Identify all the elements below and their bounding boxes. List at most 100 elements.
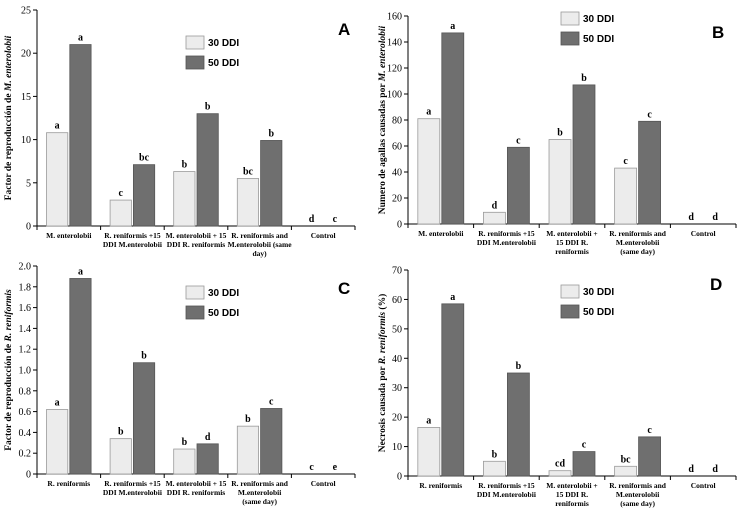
y-tick-label: 1.6 [19,303,32,314]
category-label-line: R. reniformis +15 [478,481,535,490]
bar-50ddi [132,164,156,227]
y-tick-label: 1.4 [19,324,32,335]
y-tick-label: 100 [387,90,402,101]
chart-panel-d: 0 10 20 30 40 50 60 70 Necrosis causada por R. r… [377,266,737,508]
category-label-line: reniformis [555,499,589,508]
y-axis-title: Factor de reproducción de R. reniformis [4,289,14,451]
y-tick-label: 5 [26,178,31,189]
significance-label: a [55,121,60,132]
category-label-line: M. enterolobii + 15 [166,479,227,488]
y-tick-label: 80 [392,116,402,127]
category-label-line: M.enterolobii [238,488,281,497]
y-tick-label: 20 [21,49,31,60]
significance-label: c [647,109,652,120]
legend-swatch-30ddi [560,11,580,26]
y-axis-title: Numero de agallas causadas por M. entero… [378,25,388,214]
category-label-line: M. enterolobii + [546,229,597,238]
y-axis-title-suffix: (%) [377,294,388,312]
significance-label: d [205,432,211,443]
bar-50ddi [69,278,92,475]
legend-label-50ddi: 50 DDI [583,34,614,45]
category-label-line: R. reniformis and [609,229,667,238]
y-axis-title-text: Factor de reproducción de [4,342,14,451]
panel-letter: A [338,20,350,39]
significance-label: a [426,107,431,118]
category-label-line: DDI M.enterolobii [103,488,162,497]
category-label-line: Control [691,481,716,490]
y-axis-title-italic: R. reniformis [378,312,388,366]
significance-label: c [623,156,628,167]
category-label: Control [311,479,336,488]
bar-30ddi [109,199,132,227]
significance-label: bc [621,454,632,465]
y-tick-label: 10 [21,135,31,146]
y-tick-label: 25 [21,6,31,17]
legend-label-30ddi: 30 DDI [208,288,239,299]
bar-30ddi [548,139,572,225]
category-label-line: R. reniformis [47,479,90,488]
y-axis-title-italic: M. enterolobii [4,35,14,92]
panel-letter: C [338,279,350,298]
legend-label-30ddi: 30 DDI [208,38,239,49]
y-tick-label: 1.0 [19,366,32,377]
category-label-line: 15 DDI R. [556,238,588,247]
significance-label: c [582,440,587,451]
y-tick-label: 10 [392,442,402,453]
category-label-line: (same day) [620,247,655,256]
y-tick-label: 40 [392,168,402,179]
significance-label: c [309,462,314,473]
significance-label: d [688,464,694,475]
category-label-line: M.enterolobii (same [228,240,293,249]
significance-label: a [426,415,431,426]
significance-label: b [516,361,522,372]
category-label-line: (same day) [242,497,277,506]
legend-swatch-50ddi [185,55,205,70]
y-tick-label: 0.8 [19,386,32,397]
significance-label: d [712,212,718,223]
y-tick-label: 70 [392,266,402,277]
category-label: R. reniformis and M.enterolobii (same day) [231,479,289,506]
significance-label: a [78,266,83,277]
bar-50ddi [506,372,530,477]
significance-label: b [141,351,147,362]
bar-30ddi [614,167,638,225]
category-label-line: M. enterolobii + [546,481,597,490]
category-label-line: 15 DDI R. [556,490,588,499]
y-tick-label: 60 [392,142,402,153]
category-label: R. reniformis and M.enterolobii (same day) [609,481,667,508]
category-label-line: R. reniformis +15 [104,231,161,240]
category-label-line: Control [691,229,716,238]
category-label: R. reniformis +15 DDI M.enterolobii [477,481,536,499]
y-tick-label: 40 [392,354,402,365]
legend-label-50ddi: 50 DDI [583,307,614,318]
significance-label: a [450,292,455,303]
y-tick-label: 2.0 [19,262,32,273]
significance-label: b [182,437,188,448]
legend-swatch-50ddi [185,305,205,320]
significance-label: bc [139,153,150,164]
category-label: M. enterolobii +15 DDI R. reniformis [546,229,597,256]
panel-letter: B [712,23,724,42]
y-tick-label: 1.8 [19,282,32,293]
y-tick-label: 120 [387,64,402,75]
bar-50ddi [196,443,219,475]
y-axis-title-italic: M. enterolobii [378,25,388,82]
category-label-line: M.enterolobii [616,490,659,499]
category-label: M. enterolobii [46,231,91,240]
y-tick-label: 30 [392,383,402,394]
significance-label: b [557,128,563,139]
category-label: Control [691,481,716,490]
significance-label: bc [243,166,254,177]
y-tick-label: 60 [392,295,402,306]
y-tick-label: 20 [392,194,402,205]
category-label-line: reniformis [555,247,589,256]
significance-label: d [712,464,718,475]
y-axis-title: Factor de reproducción de M. enterolobii [4,35,14,200]
legend-label-30ddi: 30 DDI [583,14,614,25]
legend-swatch-50ddi [560,304,580,319]
y-axis-title-italic: R. reniformis [4,289,14,343]
legend-swatch-50ddi [560,31,580,46]
legend-swatch-30ddi [185,35,205,50]
significance-label: a [450,21,455,32]
category-label: R. reniformis +15 DDI M.enterolobii [103,231,162,249]
